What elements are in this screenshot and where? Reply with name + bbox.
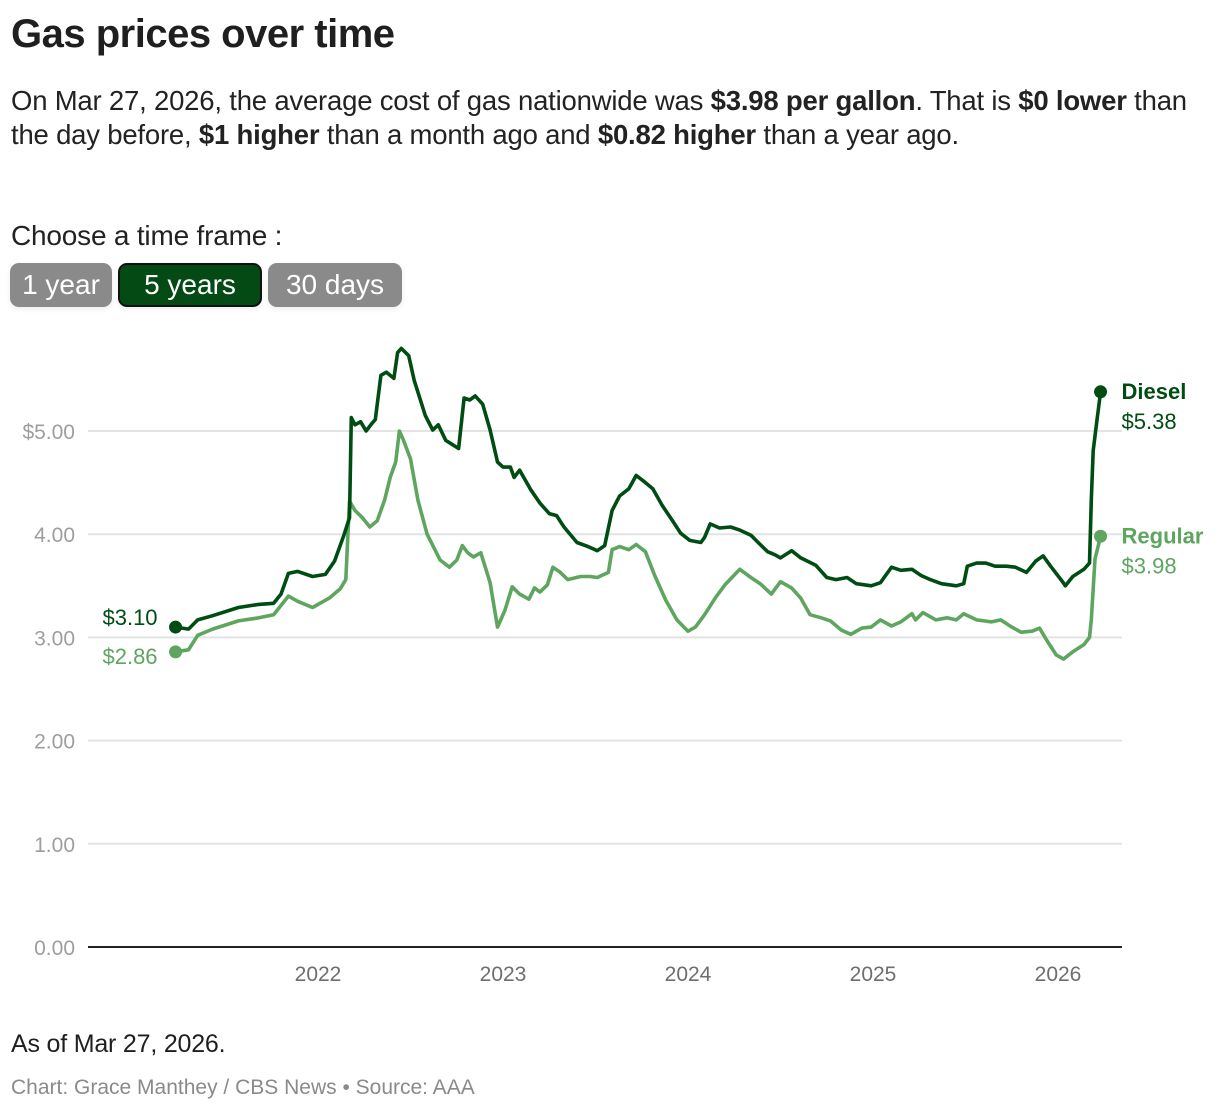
summary-highlight-price: $3.98 per gallon bbox=[710, 85, 916, 116]
y-tick-label: 4.00 bbox=[34, 524, 75, 547]
as-of-note: As of Mar 27, 2026. bbox=[11, 1030, 226, 1058]
series-start-marker-regular bbox=[169, 645, 183, 659]
y-tick-label: 2.00 bbox=[34, 731, 75, 754]
series-end-label-diesel: $5.38 bbox=[1122, 409, 1177, 434]
chart-credit: Chart: Grace Manthey / CBS News • Source… bbox=[11, 1076, 475, 1099]
series-labels: $2.86 Regular $3.98 $3.10 Diesel $5.38 bbox=[102, 379, 1203, 669]
x-tick-label: 2023 bbox=[480, 963, 527, 986]
x-tick-label: 2022 bbox=[295, 963, 342, 986]
y-axis-ticks: 0.00 1.00 2.00 3.00 4.00 $5.00 bbox=[22, 421, 75, 960]
legend-label-regular: Regular bbox=[1122, 523, 1204, 548]
series-end-marker-regular bbox=[1094, 529, 1108, 543]
summary-part: than a month ago and bbox=[319, 119, 598, 150]
series-lines bbox=[169, 346, 1108, 661]
y-tick-label: 0.00 bbox=[34, 937, 75, 960]
y-tick-label: 1.00 bbox=[34, 834, 75, 857]
legend-label-diesel: Diesel bbox=[1122, 379, 1187, 404]
summary-text: On Mar 27, 2026, the average cost of gas… bbox=[11, 84, 1201, 152]
series-start-label-diesel: $3.10 bbox=[102, 605, 157, 630]
x-tick-label: 2026 bbox=[1035, 963, 1082, 986]
x-tick-label: 2025 bbox=[850, 963, 897, 986]
time-frame-30-days-button[interactable]: 30 days bbox=[268, 263, 402, 307]
series-line-diesel bbox=[173, 346, 1103, 631]
series-end-marker-diesel bbox=[1094, 385, 1108, 399]
summary-highlight-day: $0 lower bbox=[1018, 85, 1127, 116]
time-frame-label: Choose a time frame : bbox=[11, 220, 283, 251]
y-tick-label: 3.00 bbox=[34, 627, 75, 650]
x-axis-ticks: 2022 2023 2024 2025 2026 bbox=[295, 963, 1082, 986]
time-frame-1-year-button[interactable]: 1 year bbox=[10, 263, 112, 307]
line-chart: 0.001.002.003.004.00$5.00 2022 2023 2024 20… bbox=[22, 346, 1204, 986]
series-end-label-regular: $3.98 bbox=[1122, 553, 1177, 578]
series-start-label-regular: $2.86 bbox=[102, 644, 157, 669]
time-frame-5-years-button[interactable]: 5 years bbox=[118, 263, 262, 307]
summary-part: . That is bbox=[915, 85, 1019, 116]
summary-highlight-year: $0.82 higher bbox=[597, 119, 756, 150]
chart-title: Gas prices over time bbox=[11, 12, 395, 56]
summary-part: than a year ago. bbox=[755, 119, 959, 150]
summary-part: than the day before, bbox=[11, 85, 1187, 150]
time-frame-selector: 1 year 5 years 30 days bbox=[10, 263, 402, 307]
summary-highlight-month: $1 higher bbox=[198, 119, 320, 150]
y-tick-label: $5.00 bbox=[22, 421, 75, 444]
x-tick-label: 2024 bbox=[665, 963, 712, 986]
summary-part: On Mar 27, 2026, the average cost of gas… bbox=[11, 85, 711, 116]
series-line-regular bbox=[173, 429, 1103, 661]
gridlines bbox=[88, 430, 1122, 845]
series-start-marker-diesel bbox=[169, 620, 183, 634]
